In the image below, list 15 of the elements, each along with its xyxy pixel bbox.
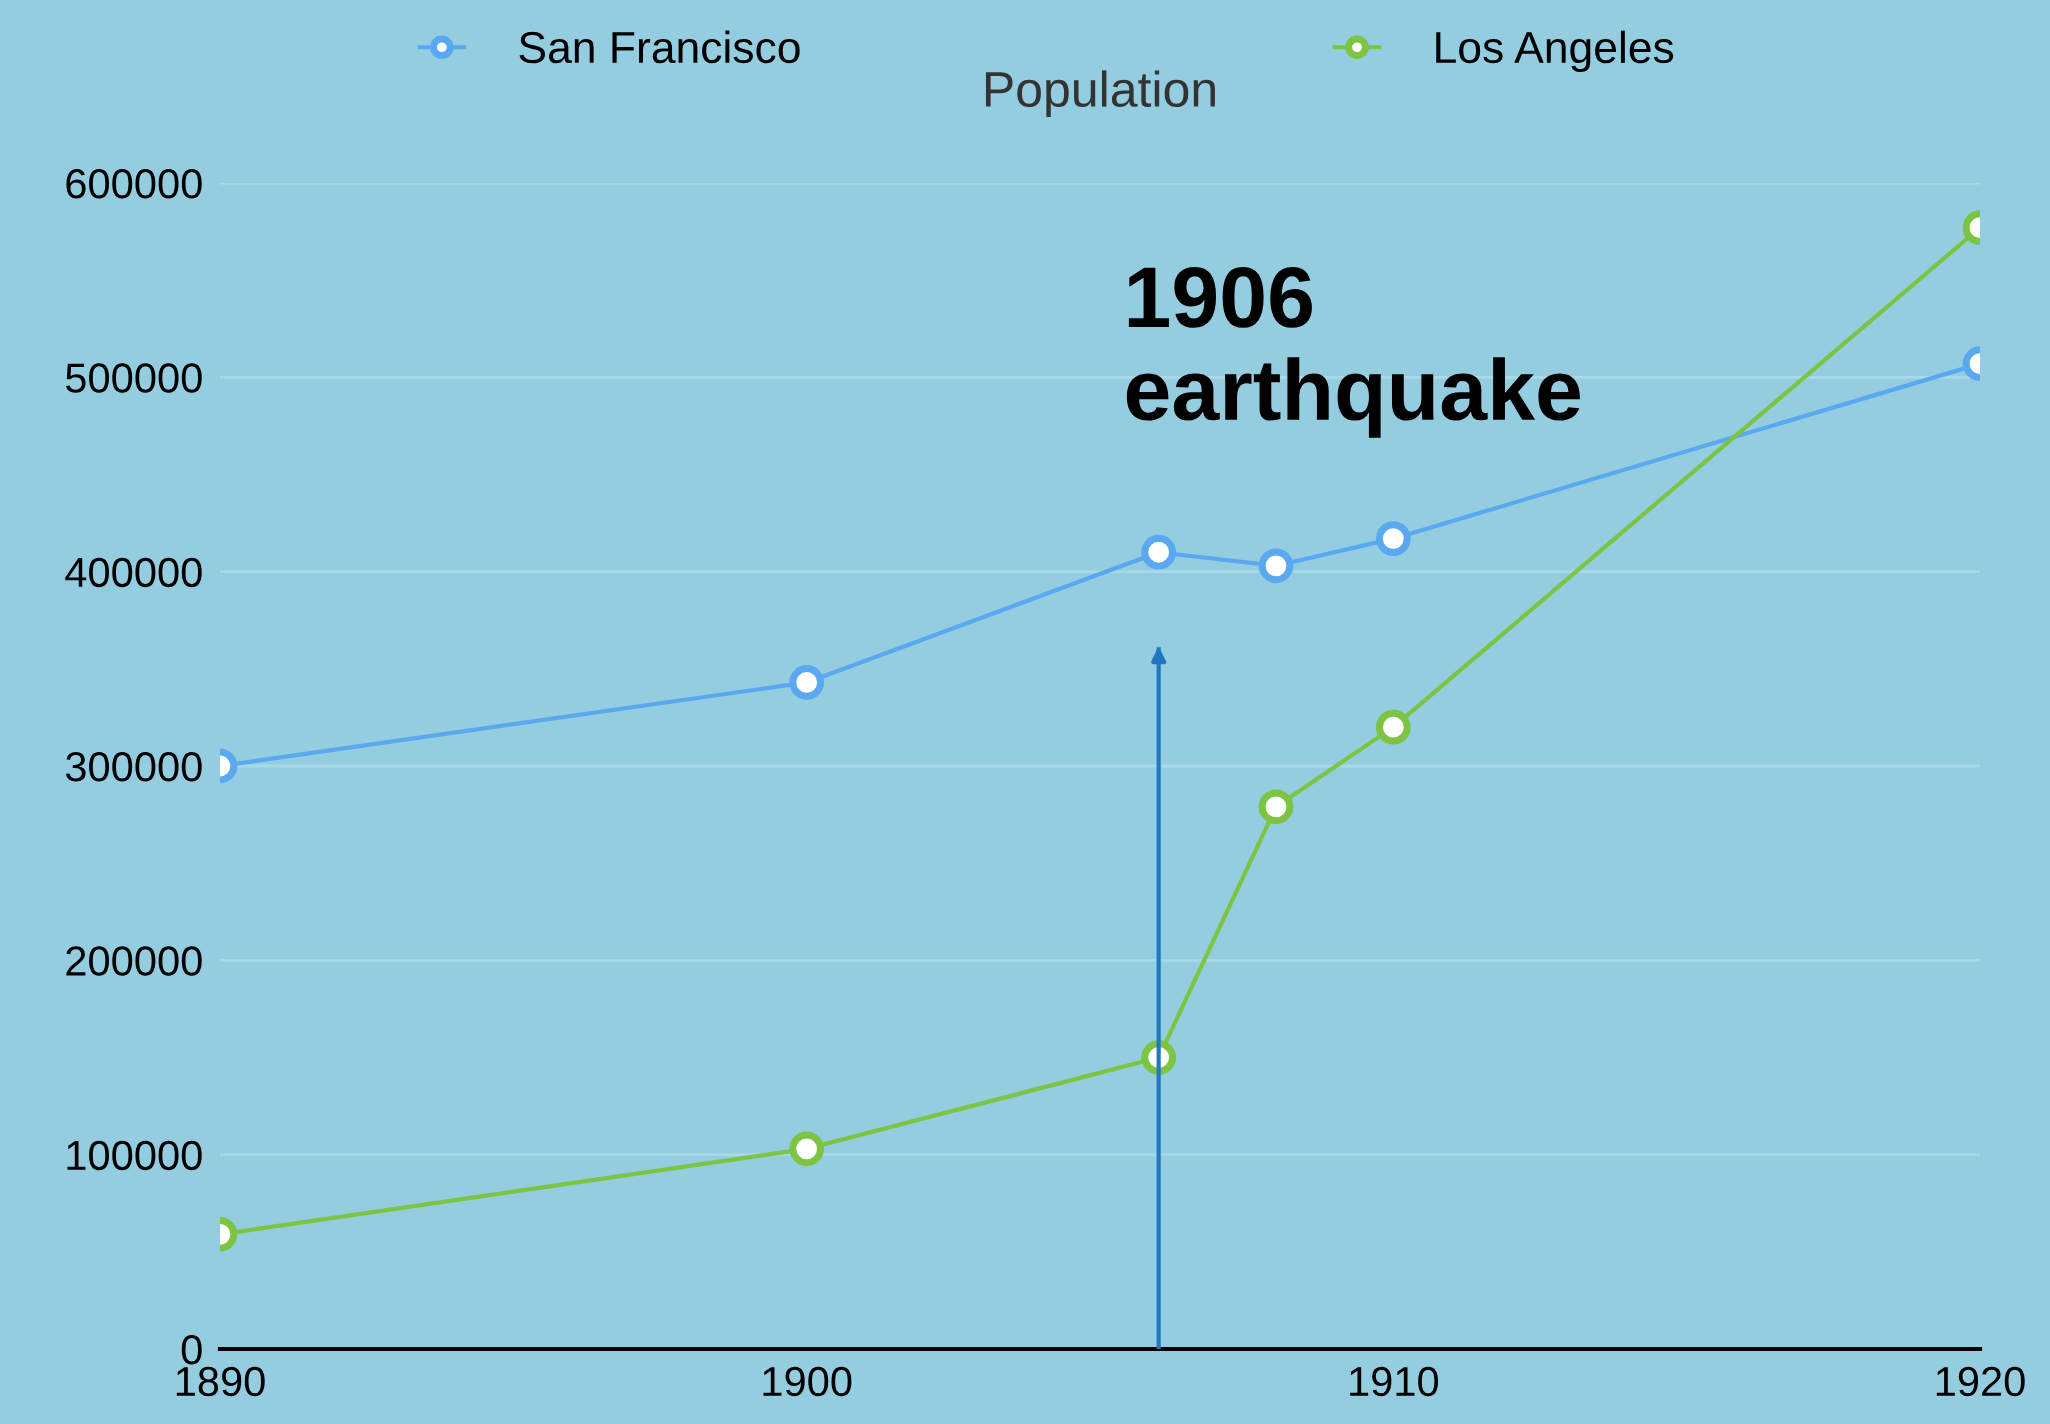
chart-title: Population [985, 70, 1215, 117]
legend-label: Los Angeles [1436, 30, 1674, 73]
x-tick-label: 1900 [763, 1366, 852, 1397]
ref-line-label: 1906 earthquake [1126, 266, 1580, 438]
y-tick-label: 400000 [65, 557, 202, 588]
y-tick-label: 0 [181, 1335, 202, 1365]
x-tick-label: 1910 [1350, 1366, 1439, 1397]
x-tick-label: 1920 [1936, 1366, 2025, 1397]
y-tick-label: 500000 [65, 363, 202, 393]
y-tick-label: 600000 [66, 169, 202, 199]
y-tick-label: 200000 [66, 946, 202, 976]
y-tick-label: 100000 [67, 1140, 202, 1171]
legend-label: San Francisco [519, 30, 800, 64]
x-tick-label: 1890 [176, 1366, 265, 1397]
y-tick-label: 300000 [65, 752, 202, 782]
